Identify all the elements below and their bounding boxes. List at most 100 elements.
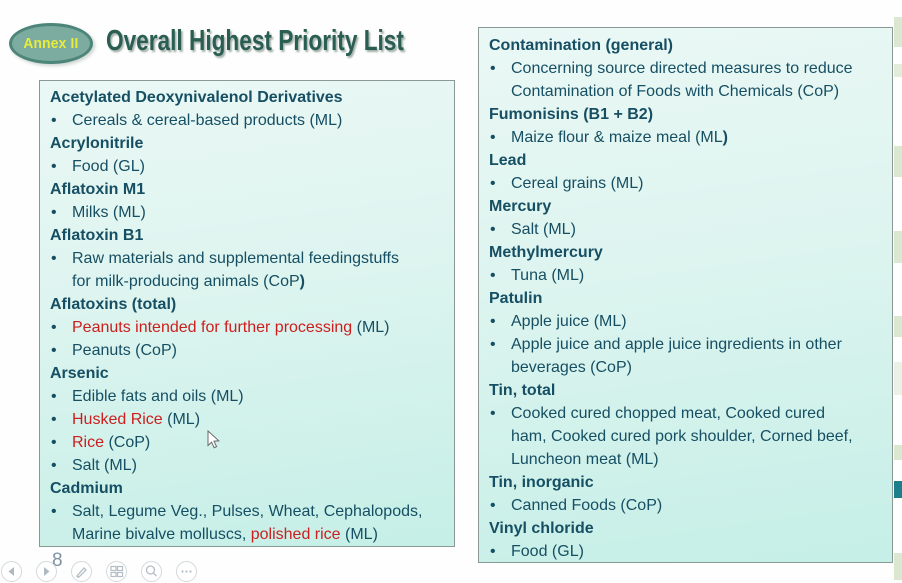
list-header-item: Tin, inorganic	[479, 471, 892, 494]
panel-left: Acetylated Deoxynivalenol Derivatives Cer…	[39, 80, 455, 547]
text-segment: Cereal grains (ML)	[511, 175, 644, 192]
text-segment: Rice	[72, 434, 105, 451]
text-segment: Patulin	[489, 290, 543, 307]
text-segment: Salt (ML)	[72, 457, 137, 474]
side-tab	[894, 64, 902, 77]
text-line: Arsenic	[40, 362, 454, 385]
text-segment: Aflatoxin B1	[50, 227, 144, 244]
previous-slide-button[interactable]	[0, 561, 22, 582]
text-segment: (ML)	[352, 319, 390, 336]
list-header-item: Vinyl chloride	[479, 517, 892, 540]
text-line: Marine bivalve molluscs, polished rice (…	[40, 523, 454, 546]
pen-button[interactable]	[70, 561, 92, 582]
text-line: Tin, total	[479, 379, 892, 402]
text-segment: Peanuts (CoP)	[72, 342, 177, 359]
text-segment: Edible fats and oils (ML)	[72, 388, 244, 405]
text-segment: Food (GL)	[72, 158, 145, 175]
text-segment: Concerning source directed measures to r…	[511, 60, 853, 77]
list-header-item: Tin, total	[479, 379, 892, 402]
text-line: Maize flour & maize meal (ML)	[479, 126, 892, 149]
text-segment: ham, Cooked cured pork shoulder, Corned …	[511, 428, 853, 445]
text-line: Rice (CoP)	[40, 431, 454, 454]
text-segment: Apple juice and apple juice ingredients …	[511, 336, 842, 353]
text-segment: Peanuts intended for further processing	[72, 319, 353, 336]
list-bullet-item: Milks (ML)	[40, 201, 454, 224]
text-line: Acetylated Deoxynivalenol Derivatives	[40, 86, 454, 109]
text-segment: Fumonisins (B1 + B2)	[489, 106, 654, 123]
text-line: Edible fats and oils (ML)	[40, 385, 454, 408]
side-tab	[894, 481, 902, 498]
text-segment: Salt (ML)	[511, 221, 576, 238]
text-line: Tin, inorganic	[479, 471, 892, 494]
text-line: ham, Cooked cured pork shoulder, Corned …	[479, 425, 892, 448]
list-bullet-item: Food (GL)	[479, 540, 892, 563]
text-segment: Acrylonitrile	[50, 135, 144, 152]
pen-icon	[72, 562, 91, 581]
text-line: Cereals & cereal-based products (ML)	[40, 109, 454, 132]
text-line: Food (GL)	[40, 155, 454, 178]
zoom-button[interactable]	[140, 561, 162, 582]
list-bullet-item: Peanuts intended for further processing …	[40, 316, 454, 339]
text-line: Vinyl chloride	[479, 517, 892, 540]
text-segment: Tuna (ML)	[511, 267, 585, 284]
side-tab	[894, 553, 902, 580]
list-bullet-item: Peanuts (CoP)	[40, 339, 454, 362]
side-tab	[894, 146, 902, 177]
text-segment: Husked Rice	[72, 411, 163, 428]
text-segment: )	[299, 273, 305, 290]
text-segment: Cadmium	[50, 480, 123, 497]
text-segment: Apple juice (ML)	[511, 313, 627, 330]
text-line: Raw materials and supplemental feedingst…	[40, 247, 454, 270]
text-segment: Luncheon meat (ML)	[511, 451, 659, 468]
see-all-slides-button[interactable]	[105, 561, 127, 582]
next-slide-button[interactable]	[35, 561, 57, 582]
more-options-icon	[177, 562, 196, 581]
text-segment: Aflatoxins (total)	[50, 296, 177, 313]
text-line: Cadmium	[40, 477, 454, 500]
list-bullet-item: Raw materials and supplemental feedingst…	[40, 247, 454, 293]
text-line: Cooked cured chopped meat, Cooked cured	[479, 402, 892, 425]
more-options-button[interactable]	[175, 561, 197, 582]
text-line: Acrylonitrile	[40, 132, 454, 155]
text-line: Salt, Legume Veg., Pulses, Wheat, Cephal…	[40, 500, 454, 523]
text-segment: (CoP)	[104, 434, 151, 451]
text-segment: Contamination (general)	[489, 37, 674, 54]
text-segment: for milk-producing animals (CoP	[72, 273, 300, 290]
text-segment: Cereals & cereal-based products (ML)	[72, 112, 343, 129]
zoom-icon	[142, 562, 161, 581]
text-line: Methylmercury	[479, 241, 892, 264]
text-line: Milks (ML)	[40, 201, 454, 224]
text-line: Patulin	[479, 287, 892, 310]
text-segment: Maize flour & maize meal (ML	[511, 129, 723, 146]
text-segment: Tin, total	[489, 382, 556, 399]
text-segment: Arsenic	[50, 365, 109, 382]
text-segment: Milks (ML)	[72, 204, 146, 221]
text-line: Fumonisins (B1 + B2)	[479, 103, 892, 126]
text-line: Food (GL)	[479, 540, 892, 563]
list-bullet-item: Apple juice and apple juice ingredients …	[479, 333, 892, 379]
list-bullet-item: Cereal grains (ML)	[479, 172, 892, 195]
text-segment: Tin, inorganic	[489, 474, 594, 491]
side-tab	[894, 445, 902, 460]
list-bullet-item: Salt (ML)	[40, 454, 454, 477]
list-bullet-item: Rice (CoP)	[40, 431, 454, 454]
text-line: Apple juice (ML)	[479, 310, 892, 333]
text-line: Concerning source directed measures to r…	[479, 57, 892, 80]
side-tab	[894, 362, 902, 395]
text-segment: Cooked cured chopped meat, Cooked cured	[511, 405, 825, 422]
side-tab	[894, 17, 902, 47]
panel-right: Contamination (general) Concerning source…	[478, 27, 893, 563]
text-line: beverages (CoP)	[479, 356, 892, 379]
list-bullet-item: Maize flour & maize meal (ML)	[479, 126, 892, 149]
list-header-item: Fumonisins (B1 + B2)	[479, 103, 892, 126]
list-header-item: Cadmium	[40, 477, 454, 500]
list-bullet-item: Salt, Legume Veg., Pulses, Wheat, Cephal…	[40, 500, 454, 546]
text-segment: )	[722, 129, 728, 146]
list-bullet-item: Food (GL)	[40, 155, 454, 178]
text-line: for milk-producing animals (CoP)	[40, 270, 454, 293]
text-line: Cereal grains (ML)	[479, 172, 892, 195]
text-segment: Marine bivalve molluscs,	[72, 526, 251, 543]
next-slide-icon	[37, 562, 56, 581]
list-header-item: Contamination (general)	[479, 34, 892, 57]
